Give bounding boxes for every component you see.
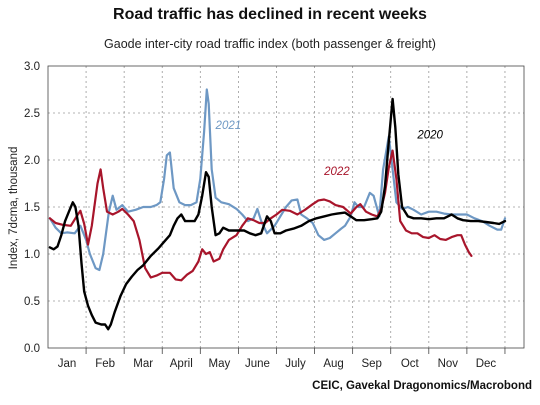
y-axis-label: Index, 7dcma, thousand <box>8 147 20 270</box>
series-label-2022: 2022 <box>323 166 350 178</box>
series-labels: 2021 2022 2020 <box>215 120 444 178</box>
axes: 0.0 0.5 1.0 1.5 2.0 2.5 3.0 Jan Feb Mar April May Ju… <box>24 61 525 370</box>
series-label-2020: 2020 <box>416 129 443 141</box>
y-tick-label: 1.0 <box>24 249 40 261</box>
y-tick-label: 0.0 <box>24 343 40 355</box>
series-line-2022 <box>48 149 473 282</box>
x-tick-label: Aug <box>323 358 343 370</box>
series-label-2021: 2021 <box>215 120 242 132</box>
x-tick-label: Jan <box>58 358 77 370</box>
x-tick-label: Nov <box>438 358 459 370</box>
y-tick-label: 2.0 <box>24 155 40 167</box>
y-tick-label: 0.5 <box>24 296 40 308</box>
series-line-2020 <box>48 97 507 331</box>
series-lines <box>48 88 507 331</box>
source-note: CEIC, Gavekal Dragonomics/Macrobond <box>312 380 532 392</box>
x-tick-label: Feb <box>95 358 115 370</box>
y-tick-label: 1.5 <box>24 202 40 214</box>
x-tick-label: Mar <box>133 358 153 370</box>
x-tick-label: May <box>208 358 230 370</box>
x-tick-label: Sep <box>361 358 381 370</box>
x-tick-label: June <box>245 358 270 370</box>
y-tick-label: 3.0 <box>24 61 40 73</box>
chart-title: Road traffic has declined in recent week… <box>113 6 427 23</box>
chart-subtitle: Gaode inter-city road traffic index (bot… <box>104 37 436 51</box>
series-line-2021 <box>48 88 507 272</box>
x-tick-label: April <box>170 358 193 370</box>
x-tick-label: Dec <box>476 358 497 370</box>
plot-frame <box>47 65 525 349</box>
x-tick-label: Oct <box>401 358 420 370</box>
y-tick-label: 2.5 <box>24 108 40 120</box>
x-tick-label: July <box>285 358 306 370</box>
